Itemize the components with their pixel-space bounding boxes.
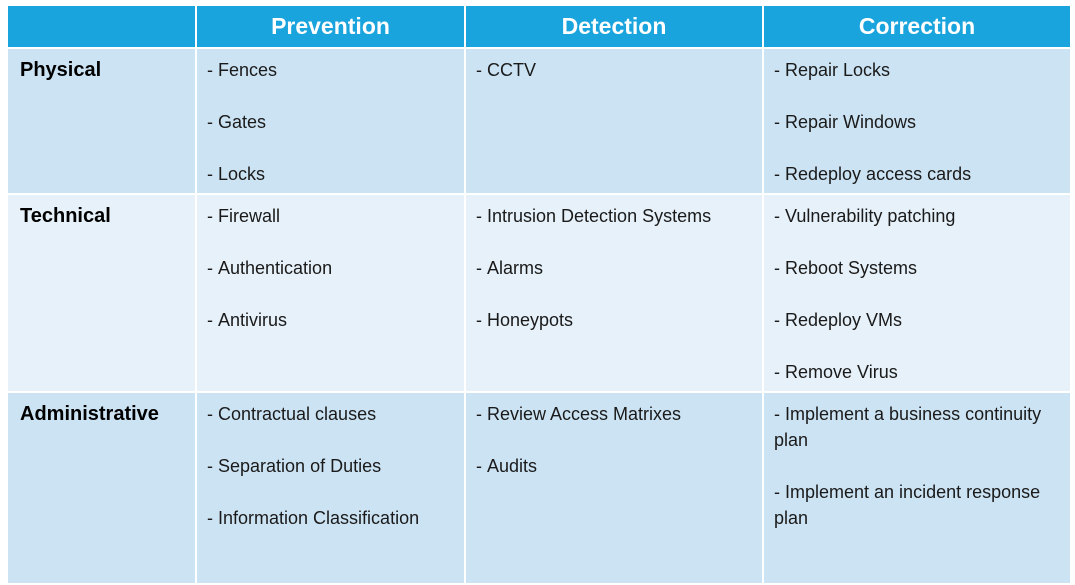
list-item: - Remove Virus	[774, 362, 898, 382]
header-row: Prevention Detection Correction	[8, 6, 1070, 47]
list-item: - Information Classification	[207, 508, 420, 528]
list-item: - CCTV	[476, 60, 536, 80]
list-item: - Locks	[207, 164, 266, 184]
list-item: - Implement an incident response plan	[774, 482, 1041, 528]
list-item: - Separation of Duties	[207, 456, 382, 476]
list-item: - Vulnerability patching	[774, 206, 956, 226]
list-item: - Honeypots	[476, 310, 574, 330]
list-item: - Fences	[207, 60, 278, 80]
table-row-administrative: Administrative - Contractual clauses - Sep…	[8, 393, 1070, 583]
cell-technical-prevention: - Firewall - Authentication - Antivirus	[197, 195, 464, 391]
cell-technical-correction: - Vulnerability patching - Reboot Systems …	[764, 195, 1070, 391]
cell-administrative-detection: - Review Access Matrixes - Audits	[466, 393, 762, 583]
security-controls-table: Prevention Detection Correction Physical…	[6, 4, 1072, 585]
row-label-technical: Technical	[8, 195, 195, 391]
list-item: - Authentication	[207, 258, 333, 278]
list-item: - Redeploy VMs	[774, 310, 903, 330]
list-item: - Alarms	[476, 258, 544, 278]
cell-administrative-prevention: - Contractual clauses - Separation of Duti…	[197, 393, 464, 583]
list-item: - Intrusion Detection Systems	[476, 206, 712, 226]
list-item: - Repair Locks	[774, 60, 891, 80]
list-item: - Review Access Matrixes	[476, 404, 682, 424]
header-correction: Correction	[764, 6, 1070, 47]
list-item: - Implement a business continuity plan	[774, 404, 1042, 450]
cell-administrative-correction: - Implement a business continuity plan -I…	[764, 393, 1070, 583]
list-item: - Reboot Systems	[774, 258, 918, 278]
cell-technical-detection: - Intrusion Detection Systems - Alarms - Ho…	[466, 195, 762, 391]
list-item: - Gates	[207, 112, 267, 132]
row-label-administrative: Administrative	[8, 393, 195, 583]
list-item: - Repair Windows	[774, 112, 917, 132]
header-corner-cell	[8, 6, 195, 47]
list-item: - Redeploy access cards	[774, 164, 972, 184]
header-prevention: Prevention	[197, 6, 464, 47]
cell-physical-detection: - CCTV	[466, 49, 762, 193]
list-item: - Audits	[476, 456, 538, 476]
cell-physical-correction: - Repair Locks - Repair Windows - Redeploy …	[764, 49, 1070, 193]
list-item: - Firewall	[207, 206, 281, 226]
cell-physical-prevention: - Fences - Gates - Locks	[197, 49, 464, 193]
row-label-physical: Physical	[8, 49, 195, 193]
list-item: - Contractual clauses	[207, 404, 377, 424]
table-row-physical: Physical - Fences - Gates - Locks - CCTV - Re…	[8, 49, 1070, 193]
header-detection: Detection	[466, 6, 762, 47]
list-item: - Antivirus	[207, 310, 288, 330]
table-row-technical: Technical - Firewall - Authentication - Ant…	[8, 195, 1070, 391]
